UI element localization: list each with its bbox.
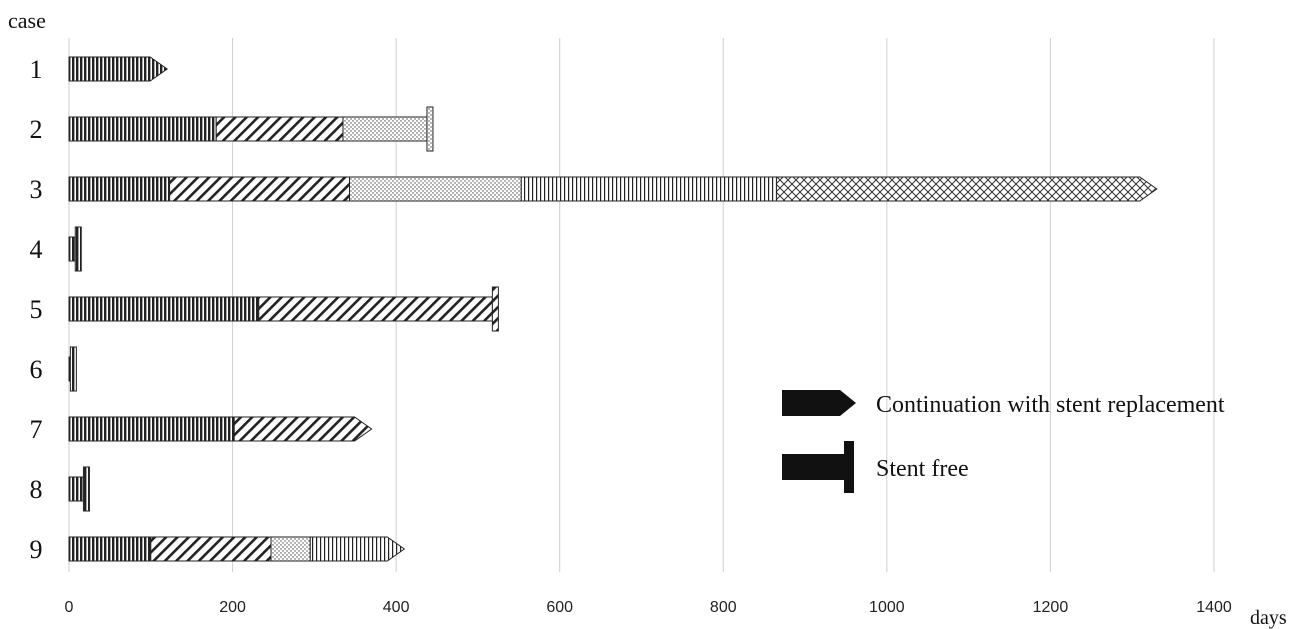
bar-case-4 xyxy=(68,226,82,272)
legend: Continuation with stent replacement Sten… xyxy=(782,390,1225,493)
bar-case-3 xyxy=(68,176,1158,202)
bar-segment xyxy=(309,536,406,562)
y-axis-title: case xyxy=(8,8,46,33)
bar-segment xyxy=(233,416,373,442)
bar-case-7 xyxy=(68,416,373,442)
bar-case-1 xyxy=(68,56,169,82)
case-label: 7 xyxy=(30,415,43,444)
x-tick-label: 0 xyxy=(65,599,74,616)
bar-segment xyxy=(342,116,428,142)
x-tick-label: 1200 xyxy=(1033,599,1069,616)
x-tick-label: 1000 xyxy=(869,599,905,616)
bar-case-6 xyxy=(68,346,77,392)
legend-arrow-marker xyxy=(782,390,856,416)
bar-segment xyxy=(68,536,152,562)
bar-end-stop xyxy=(426,106,434,152)
bar-segment xyxy=(520,176,777,202)
case-label: 2 xyxy=(30,115,43,144)
legend-label-continuation: Continuation with stent replacement xyxy=(876,392,1225,418)
bar-case-5 xyxy=(68,286,499,332)
case-label: 1 xyxy=(30,55,43,84)
bar-segment xyxy=(68,296,260,322)
x-tick-labels: 0 200 400 600 800 1000 1200 1400 xyxy=(65,599,1232,616)
x-tick-label: 1400 xyxy=(1196,599,1232,616)
x-tick-label: 400 xyxy=(383,599,410,616)
case-labels: 1 2 3 4 5 6 7 8 9 xyxy=(30,55,43,564)
bar-segment xyxy=(68,176,171,202)
case-label: 5 xyxy=(30,295,43,324)
legend-item-stent-free: Stent free xyxy=(782,441,969,493)
bar-segment xyxy=(215,116,344,142)
x-tick-label: 600 xyxy=(546,599,573,616)
x-tick-label: 800 xyxy=(710,599,737,616)
case-label: 9 xyxy=(30,535,43,564)
case-label: 6 xyxy=(30,355,43,384)
case-label: 4 xyxy=(30,235,43,264)
bars xyxy=(68,56,1158,562)
x-axis-unit-label: days xyxy=(1250,607,1287,629)
bar-case-8 xyxy=(68,466,90,512)
bar-end-stop xyxy=(82,466,90,512)
bar-segment xyxy=(68,416,235,442)
bar-segment xyxy=(775,176,1158,202)
bar-segment xyxy=(68,236,76,262)
legend-item-continuation: Continuation with stent replacement xyxy=(782,390,1225,418)
bar-segment xyxy=(169,176,351,202)
legend-label-stent-free: Stent free xyxy=(876,456,969,482)
bar-case-2 xyxy=(68,106,434,152)
bar-segment xyxy=(258,296,493,322)
case-label: 8 xyxy=(30,475,43,504)
bar-case-9 xyxy=(68,536,406,562)
bar-end-stop xyxy=(74,226,82,272)
bar-segment xyxy=(150,536,272,562)
x-tick-label: 200 xyxy=(219,599,246,616)
bar-end-stop xyxy=(69,346,77,392)
case-label: 3 xyxy=(30,175,43,204)
bar-segment xyxy=(68,476,84,502)
bar-end-stop xyxy=(491,286,499,332)
bar-segment xyxy=(68,116,217,142)
bar-segment xyxy=(68,56,169,82)
bar-segment xyxy=(349,176,522,202)
legend-stop-marker xyxy=(782,441,854,493)
bar-segment xyxy=(270,536,311,562)
